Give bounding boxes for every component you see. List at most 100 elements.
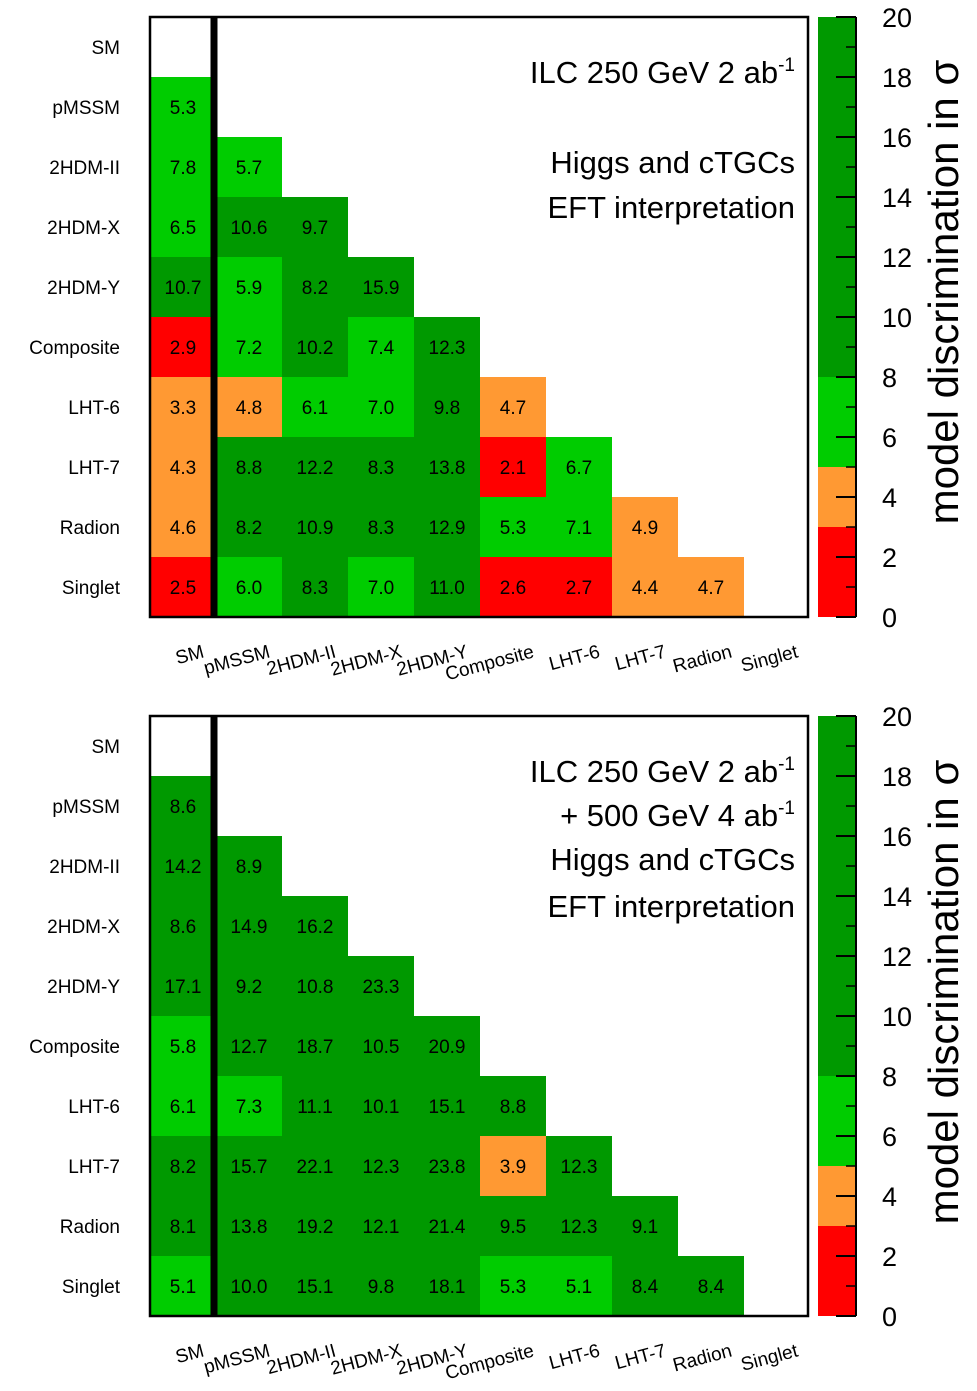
colorbar-tick-label: 8 — [882, 363, 897, 393]
cell-value-label: 5.1 — [566, 1277, 592, 1298]
cell-value-label: 6.1 — [302, 398, 328, 419]
cell-value-label: 7.0 — [368, 398, 394, 419]
cell-value-label: 8.6 — [170, 917, 196, 938]
cell-value-label: 4.6 — [170, 518, 196, 539]
cell-value-label: 6.1 — [170, 1097, 196, 1118]
cell-value-label: 12.7 — [231, 1037, 268, 1058]
cell-value-label: 2.9 — [170, 338, 196, 359]
cell-value-label: 8.3 — [302, 578, 328, 599]
colorbar-title: model discrimination in σ — [920, 760, 967, 1225]
cell-value-label: 8.3 — [368, 518, 394, 539]
cell-value-label: 5.3 — [500, 518, 526, 539]
cell-value-label: 2.7 — [566, 578, 592, 599]
colorbar-tick-label: 16 — [882, 123, 912, 153]
colorbar-tick-label: 12 — [882, 942, 912, 972]
colorbar-tick-label: 6 — [882, 423, 897, 453]
x-tick-label: SM — [173, 1341, 206, 1369]
x-tick-label: 2HDM-II — [265, 1341, 339, 1380]
cell-value-label: 7.4 — [368, 338, 395, 359]
cell-value-label: 14.9 — [231, 917, 268, 938]
cell-value-label: 5.1 — [170, 1277, 196, 1298]
cell-value-label: 10.2 — [297, 338, 334, 359]
x-tick-label: LHT-7 — [613, 642, 668, 676]
colorbar-tick-label: 2 — [882, 1242, 897, 1272]
cell-value-label: 6.5 — [170, 218, 196, 239]
cell-value-label: 11.0 — [429, 578, 465, 599]
cell-value-label: 21.4 — [429, 1217, 466, 1238]
cell-value-label: 7.8 — [170, 158, 196, 179]
colorbar-bin — [818, 377, 856, 467]
cell-value-label: 8.2 — [170, 1157, 196, 1178]
cell-value-label: 5.7 — [236, 158, 262, 179]
annotation-text: + 500 GeV 4 ab-1 — [560, 798, 795, 833]
cell-value-label: 9.2 — [236, 977, 262, 998]
y-tick-label: 2HDM-Y — [47, 977, 120, 998]
x-tick-label: Radion — [671, 1341, 735, 1377]
x-tick-label: Singlet — [739, 641, 801, 677]
cell-value-label: 5.3 — [500, 1277, 526, 1298]
cell-value-label: 10.8 — [297, 977, 334, 998]
colorbar-tick-label: 0 — [882, 603, 897, 633]
cell-value-label: 15.9 — [363, 278, 400, 299]
cell-value-label: 4.3 — [170, 458, 196, 479]
colorbar-tick-label: 14 — [882, 183, 912, 213]
cell-value-label: 23.8 — [429, 1157, 466, 1178]
colorbar-tick-label: 16 — [882, 822, 912, 852]
cell-value-label: 4.9 — [632, 518, 658, 539]
cell-value-label: 8.8 — [500, 1097, 526, 1118]
y-tick-label: LHT-6 — [68, 1097, 120, 1118]
colorbar-tick-label: 2 — [882, 543, 897, 573]
colorbar-tick-label: 18 — [882, 63, 912, 93]
cell-value-label: 13.8 — [429, 458, 466, 479]
cell-value-label: 8.3 — [368, 458, 394, 479]
x-tick-label: SM — [173, 642, 206, 670]
y-tick-label: Composite — [29, 338, 120, 359]
x-tick-label: LHT-6 — [547, 642, 602, 676]
colorbar-bin — [818, 527, 856, 617]
cell-value-label: 12.3 — [429, 338, 466, 359]
x-tick-label: LHT-7 — [613, 1341, 668, 1375]
y-tick-label: Singlet — [62, 578, 121, 599]
cell-value-label: 8.4 — [632, 1277, 659, 1298]
y-tick-label: Radion — [60, 518, 120, 539]
y-tick-label: pMSSM — [52, 98, 120, 119]
x-tick-label: 2HDM-X — [328, 1340, 404, 1379]
cell-value-label: 8.1 — [170, 1217, 196, 1238]
colorbar-bin — [818, 1226, 856, 1316]
cell-value-label: 7.2 — [236, 338, 262, 359]
cell-value-label: 14.2 — [165, 857, 202, 878]
cell-value-label: 5.3 — [170, 98, 196, 119]
cell-value-label: 6.0 — [236, 578, 262, 599]
cell-value-label: 11.1 — [297, 1097, 333, 1118]
x-tick-label: pMSSM — [202, 1341, 273, 1379]
y-tick-label: LHT-7 — [68, 458, 120, 479]
cell-value-label: 12.3 — [561, 1157, 598, 1178]
cell-value-label: 4.8 — [236, 398, 262, 419]
x-tick-label: Radion — [671, 642, 735, 678]
x-tick-label: pMSSM — [202, 642, 273, 680]
cell-value-label: 9.8 — [434, 398, 460, 419]
y-tick-label: LHT-7 — [68, 1157, 120, 1178]
colorbar-tick-label: 18 — [882, 762, 912, 792]
annotation-text: Higgs and cTGCs — [550, 842, 795, 877]
cell-value-label: 9.7 — [302, 218, 328, 239]
cell-value-label: 12.2 — [297, 458, 334, 479]
superscript: -1 — [778, 754, 795, 775]
cell-value-label: 12.9 — [429, 518, 466, 539]
annotation-text: EFT interpretation — [547, 190, 795, 225]
cell-value-label: 10.1 — [363, 1097, 400, 1118]
cell-value-label: 22.1 — [297, 1157, 334, 1178]
cell-value-label: 18.1 — [429, 1277, 466, 1298]
cell-value-label: 8.6 — [170, 797, 196, 818]
colorbar-tick-label: 8 — [882, 1062, 897, 1092]
y-tick-label: SM — [92, 737, 121, 758]
cell-value-label: 2.6 — [500, 578, 526, 599]
cell-value-label: 12.3 — [363, 1157, 400, 1178]
y-tick-label: pMSSM — [52, 797, 120, 818]
cell-value-label: 3.9 — [500, 1157, 526, 1178]
colorbar-tick-label: 12 — [882, 243, 912, 273]
cell-value-label: 4.7 — [698, 578, 724, 599]
cell-value-label: 15.1 — [429, 1097, 466, 1118]
cell-value-label: 9.5 — [500, 1217, 526, 1238]
